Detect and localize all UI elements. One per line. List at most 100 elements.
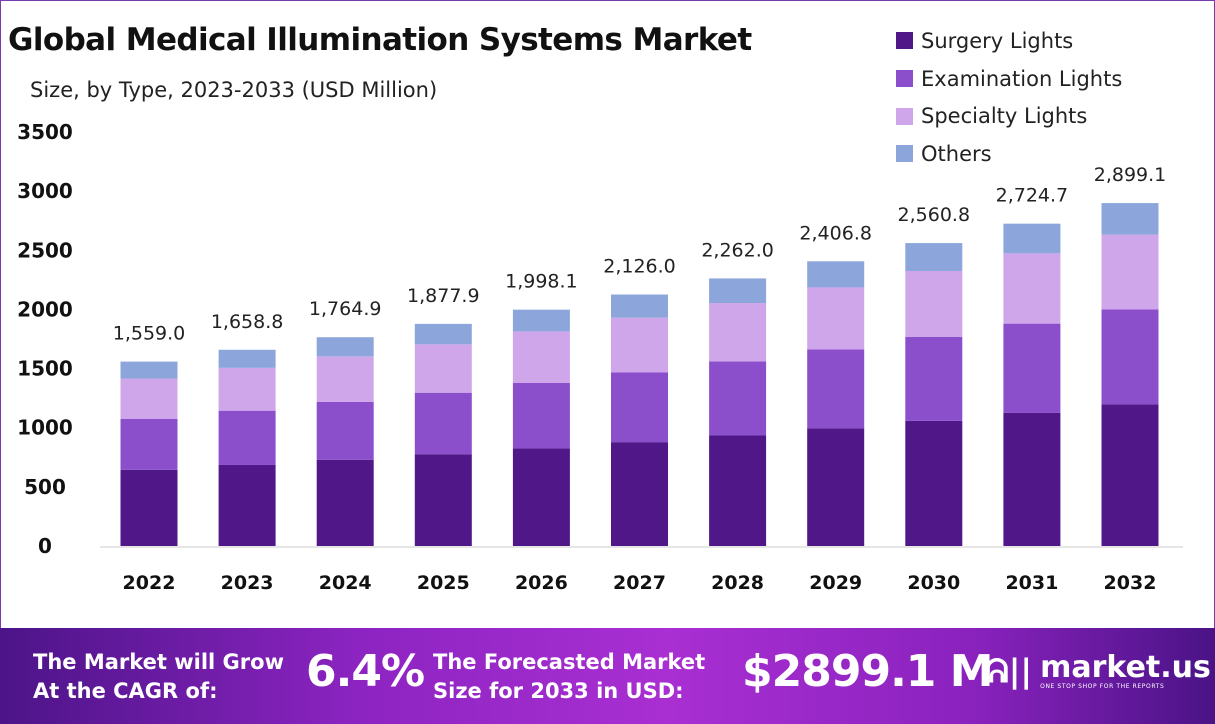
bar-segment-surgery-lights bbox=[1003, 412, 1061, 546]
bar-segment-others bbox=[611, 294, 668, 318]
bar-segment-others bbox=[905, 243, 963, 271]
x-tick-label: 2031 bbox=[1005, 572, 1058, 594]
legend-item-surgery-lights: Surgery Lights bbox=[896, 22, 1122, 60]
bar-segment-specialty-lights bbox=[807, 287, 865, 350]
legend-label: Others bbox=[921, 141, 992, 166]
bar-segment-others bbox=[512, 309, 570, 332]
x-tick-label: 2022 bbox=[123, 572, 176, 594]
bar-segment-surgery-lights bbox=[807, 428, 865, 546]
bar-segment-surgery-lights bbox=[218, 464, 276, 546]
bar-segment-others bbox=[218, 349, 276, 368]
y-tick-label: 1000 bbox=[17, 416, 73, 440]
y-tick-label: 2500 bbox=[17, 238, 73, 262]
bar-segment-examination-lights bbox=[807, 349, 865, 429]
chart-subtitle: Size, by Type, 2023-2033 (USD Million) bbox=[30, 78, 438, 102]
bar-segment-examination-lights bbox=[709, 361, 767, 436]
bar-segment-surgery-lights bbox=[120, 469, 178, 546]
footer-banner: The Market will Grow At the CAGR of: 6.4… bbox=[0, 628, 1215, 724]
bar-segment-surgery-lights bbox=[905, 420, 963, 546]
bar-segment-others bbox=[1101, 203, 1159, 235]
x-tick-label: 2027 bbox=[613, 572, 666, 594]
forecast-label-line1: The Forecasted Market bbox=[433, 650, 706, 674]
x-tick-label: 2024 bbox=[319, 572, 372, 594]
cagr-label-line2: At the CAGR of: bbox=[33, 679, 218, 703]
legend-label: Examination Lights bbox=[921, 66, 1123, 91]
x-tick-label: 2028 bbox=[711, 572, 764, 594]
bar-segment-examination-lights bbox=[512, 383, 570, 449]
total-label: 2,724.7 bbox=[996, 185, 1069, 207]
legend-item-specialty-lights: Specialty Lights bbox=[896, 97, 1122, 135]
bar-segment-examination-lights bbox=[316, 401, 374, 460]
legend-swatch bbox=[896, 107, 913, 125]
market-us-logo: ᕱ|| market.us ONE STOP SHOP FOR THE REPO… bbox=[985, 652, 1211, 691]
forecast-label: The Forecasted Market Size for 2033 in U… bbox=[433, 648, 705, 706]
cagr-label-line1: The Market will Grow bbox=[33, 650, 284, 674]
y-tick-label: 500 bbox=[24, 475, 66, 499]
bar-segment-specialty-lights bbox=[611, 317, 668, 373]
y-tick-label: 2000 bbox=[17, 297, 73, 321]
y-tick-label: 3500 bbox=[17, 120, 73, 144]
forecast-label-line2: Size for 2033 in USD: bbox=[433, 679, 684, 703]
bar-segment-others bbox=[120, 361, 178, 379]
bar-segment-examination-lights bbox=[414, 392, 472, 455]
y-tick-label: 1500 bbox=[17, 357, 73, 381]
bar-segment-others bbox=[709, 278, 767, 304]
bar-segment-surgery-lights bbox=[414, 454, 472, 546]
total-label: 2,899.1 bbox=[1094, 164, 1167, 186]
bar-segment-others bbox=[1003, 223, 1061, 254]
x-tick-label: 2023 bbox=[221, 572, 274, 594]
bar-segment-specialty-lights bbox=[512, 331, 570, 384]
bar-segment-others bbox=[414, 323, 472, 345]
cagr-label: The Market will Grow At the CAGR of: bbox=[33, 648, 284, 706]
total-label: 1,877.9 bbox=[407, 285, 480, 307]
legend-label: Surgery Lights bbox=[921, 28, 1074, 53]
stacked-bar-chart: 0 500 1000 1500 2000 2500 3000 3500 1,559.0 2022 1… bbox=[17, 120, 1183, 594]
bar-segment-specialty-lights bbox=[1101, 234, 1159, 310]
cagr-value: 6.4% bbox=[306, 646, 425, 697]
total-label: 1,998.1 bbox=[505, 271, 578, 293]
bar-segment-specialty-lights bbox=[905, 270, 963, 337]
bar-segment-surgery-lights bbox=[1101, 404, 1159, 546]
bar-segment-specialty-lights bbox=[120, 378, 178, 419]
y-tick-label: 0 bbox=[38, 534, 52, 558]
bar-segment-others bbox=[807, 261, 865, 288]
total-label: 2,262.0 bbox=[701, 239, 774, 261]
total-label: 1,658.8 bbox=[211, 311, 284, 333]
legend: Surgery Lights Examination Lights Specia… bbox=[896, 22, 1122, 173]
legend-swatch bbox=[896, 32, 913, 50]
bar-segment-examination-lights bbox=[905, 336, 963, 421]
x-tick-label: 2025 bbox=[417, 572, 470, 594]
logo-name: market.us bbox=[1040, 650, 1211, 685]
bar-segment-surgery-lights bbox=[611, 442, 668, 546]
bar-segment-specialty-lights bbox=[414, 344, 472, 393]
logo-tagline: ONE STOP SHOP FOR THE REPORTS bbox=[1040, 683, 1165, 690]
bar-segment-examination-lights bbox=[218, 410, 276, 465]
bar-segment-examination-lights bbox=[611, 372, 668, 443]
bar-segment-surgery-lights bbox=[709, 435, 767, 546]
bar-segment-specialty-lights bbox=[709, 303, 767, 362]
y-tick-label: 3000 bbox=[17, 179, 73, 203]
total-label: 1,559.0 bbox=[113, 323, 186, 345]
legend-swatch bbox=[896, 70, 913, 88]
bar-segment-examination-lights bbox=[1003, 323, 1061, 413]
chart-title: Global Medical Illumination Systems Mark… bbox=[8, 22, 752, 58]
x-tick-label: 2030 bbox=[907, 572, 960, 594]
bar-segment-examination-lights bbox=[120, 418, 178, 470]
total-label: 2,406.8 bbox=[799, 222, 872, 244]
total-label: 1,764.9 bbox=[309, 298, 382, 320]
bar-segment-specialty-lights bbox=[1003, 253, 1061, 324]
bar-segment-others bbox=[316, 337, 374, 357]
x-tick-label: 2032 bbox=[1104, 572, 1157, 594]
legend-item-others: Others bbox=[896, 135, 1122, 173]
total-label: 2,560.8 bbox=[898, 204, 971, 226]
bar-segment-surgery-lights bbox=[512, 448, 570, 546]
legend-item-examination-lights: Examination Lights bbox=[896, 60, 1122, 98]
bar-segment-examination-lights bbox=[1101, 309, 1159, 405]
legend-swatch bbox=[896, 145, 913, 163]
x-tick-label: 2026 bbox=[515, 572, 568, 594]
bar-segment-specialty-lights bbox=[218, 367, 276, 411]
x-tick-label: 2029 bbox=[809, 572, 862, 594]
total-label: 2,126.0 bbox=[603, 256, 676, 278]
bar-segment-surgery-lights bbox=[316, 459, 374, 546]
forecast-value: $2899.1 M bbox=[742, 646, 994, 697]
